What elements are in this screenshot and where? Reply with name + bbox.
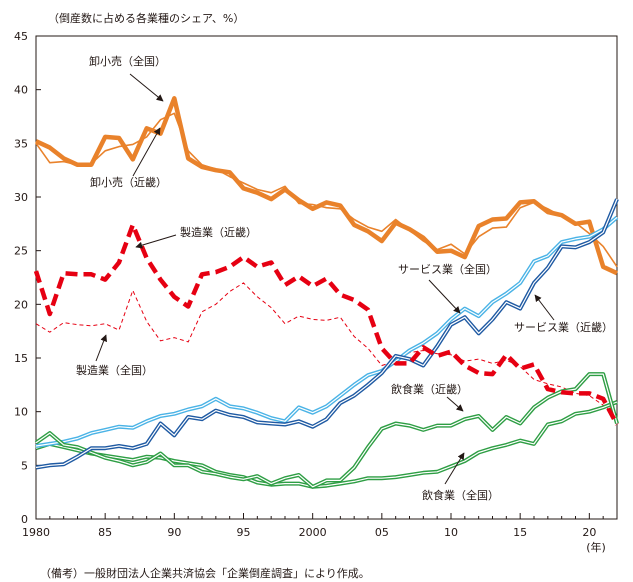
services-kinki-label: サービス業（近畿） bbox=[514, 320, 613, 334]
x-axis-unit-label: (年) bbox=[586, 540, 606, 554]
y-tick-label: 45 bbox=[14, 30, 28, 43]
food-service-kinki-line-outer bbox=[34, 372, 619, 489]
y-tick-label: 20 bbox=[14, 298, 28, 311]
wholesale-retail-kinki-line bbox=[35, 96, 618, 276]
food-service-national-line-inner bbox=[35, 401, 618, 488]
food-service-kinki-line-inner bbox=[35, 373, 618, 488]
y-tick-label: 10 bbox=[14, 406, 28, 419]
food-service-national-label: 飲食業（全国） bbox=[422, 488, 499, 502]
services-national-label: サービス業（全国） bbox=[398, 262, 497, 276]
services-national-label-arrow bbox=[428, 279, 461, 314]
wholesale-retail-kinki-label: 卸小売（近畿） bbox=[90, 175, 167, 189]
food-service-national-label-arrow bbox=[444, 452, 465, 485]
x-tick-label: 20 bbox=[582, 526, 596, 539]
x-tick-label: 10 bbox=[444, 526, 458, 539]
x-tick-label: 1980 bbox=[22, 526, 50, 539]
manufacturing-national-line bbox=[35, 282, 618, 417]
services-national-line bbox=[35, 215, 619, 448]
food-service-kinki-line bbox=[34, 372, 619, 489]
food-service-kinki-label: 飲食業（近畿） bbox=[391, 382, 468, 396]
x-tick-label: 95 bbox=[237, 526, 251, 539]
x-tick-label: 90 bbox=[167, 526, 181, 539]
manufacturing-kinki-label: 製造業（近畿） bbox=[180, 225, 257, 239]
y-tick-label: 15 bbox=[14, 352, 28, 365]
wholesale-retail-kinki-label-arrow bbox=[132, 127, 161, 177]
source-note: （備考）一般財団法人企業共済協会「企業倒産調査」により作成。 bbox=[40, 567, 370, 580]
food-service-national-line bbox=[35, 400, 618, 489]
manufacturing-kinki-label-arrow bbox=[135, 234, 177, 249]
y-tick-label: 40 bbox=[14, 84, 28, 97]
manufacturing-national-label: 製造業（全国） bbox=[76, 363, 153, 377]
y-tick-label: 0 bbox=[21, 513, 28, 526]
services-kinki-label-arrow bbox=[534, 294, 555, 321]
y-axis-unit-label: （倒産数に占める各業種のシェア、%） bbox=[48, 12, 245, 25]
services-kinki-line-inner bbox=[35, 198, 618, 469]
annotations: 卸小売（全国） 卸小売（近畿） 製造業（近畿） 製造業（全国） サービス業（全国） サービ… bbox=[76, 54, 613, 502]
x-tick-label: 05 bbox=[375, 526, 389, 539]
x-tick-label: 15 bbox=[513, 526, 527, 539]
manufacturing-national-label-arrow bbox=[95, 334, 108, 362]
x-tick-label: 2000 bbox=[299, 526, 327, 539]
y-tick-label: 30 bbox=[14, 191, 28, 204]
y-tick-label: 5 bbox=[21, 459, 28, 472]
x-tick-label: 85 bbox=[98, 526, 112, 539]
y-tick-label: 35 bbox=[14, 137, 28, 150]
wholesale-retail-national-label: 卸小売（全国） bbox=[89, 54, 166, 68]
food-service-kinki-label-arrow bbox=[446, 396, 464, 412]
wholesale-retail-national-line bbox=[35, 112, 618, 268]
y-tick-label: 25 bbox=[14, 245, 28, 258]
services-national-line-inner bbox=[35, 216, 618, 447]
wholesale-retail-national-label-arrow bbox=[129, 73, 164, 102]
services-kinki-line bbox=[35, 198, 619, 470]
series-lines bbox=[33, 96, 619, 489]
